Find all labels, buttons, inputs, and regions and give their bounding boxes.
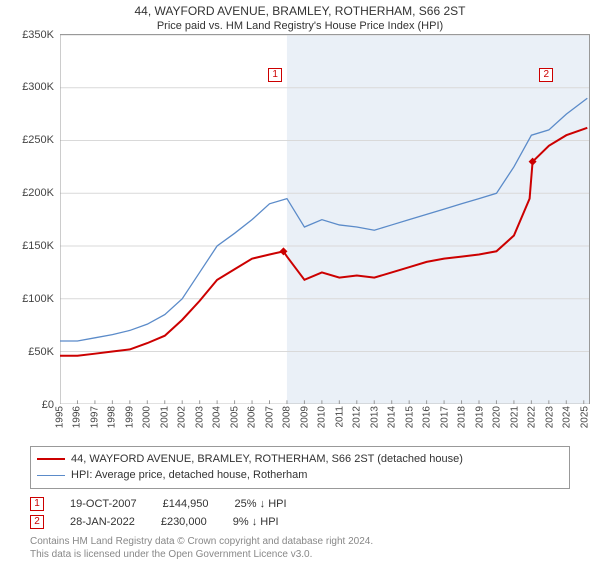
legend-label-hpi: HPI: Average price, detached house, Roth…: [71, 467, 307, 484]
x-tick-label: 2023: [544, 406, 555, 428]
x-tick-label: 2004: [212, 406, 223, 428]
x-tick-label: 2011: [334, 406, 345, 428]
x-tick-label: 2019: [474, 406, 485, 428]
y-tick-label: £0: [42, 399, 54, 411]
y-tick-label: £50K: [28, 346, 54, 358]
marker-badge-1: 1: [30, 497, 44, 511]
footer: Contains HM Land Registry data © Crown c…: [30, 535, 570, 561]
x-tick-label: 2001: [159, 406, 170, 428]
x-tick-label: 2010: [317, 406, 328, 428]
legend-item-property: 44, WAYFORD AVENUE, BRAMLEY, ROTHERHAM, …: [37, 451, 563, 468]
legend-item-hpi: HPI: Average price, detached house, Roth…: [37, 467, 563, 484]
legend: 44, WAYFORD AVENUE, BRAMLEY, ROTHERHAM, …: [30, 446, 570, 489]
x-tick-label: 1999: [124, 406, 135, 428]
x-tick-label: 2012: [352, 406, 363, 428]
x-tick-label: 1995: [55, 406, 66, 428]
x-tick-label: 1997: [89, 406, 100, 428]
down-arrow-icon: ↓: [252, 516, 258, 528]
x-tick-label: 2003: [194, 406, 205, 428]
marker-badge-2: 2: [30, 515, 44, 529]
legend-swatch-property: [37, 458, 65, 460]
y-tick-label: £200K: [22, 187, 54, 199]
chart-annotation-badge: 1: [268, 68, 282, 82]
x-tick-label: 2006: [247, 406, 258, 428]
marker-delta-2: 9% ↓ HPI: [233, 516, 279, 528]
x-tick-label: 2007: [264, 406, 275, 428]
chart-svg: [60, 35, 589, 404]
x-tick-label: 2008: [282, 406, 293, 428]
x-tick-label: 1996: [72, 406, 83, 428]
chart-annotation-badge: 2: [539, 68, 553, 82]
x-tick-label: 2016: [422, 406, 433, 428]
x-tick-label: 2005: [229, 406, 240, 428]
marker-price-2: £230,000: [161, 516, 207, 528]
x-tick-label: 2002: [177, 406, 188, 428]
down-arrow-icon: ↓: [260, 498, 266, 510]
x-tick-label: 2000: [142, 406, 153, 428]
legend-swatch-hpi: [37, 475, 65, 476]
x-tick-label: 2009: [299, 406, 310, 428]
x-axis-labels: 1995199619971998199920002001200220032004…: [60, 404, 590, 444]
marker-row-2: 2 28-JAN-2022 £230,000 9% ↓ HPI: [30, 513, 570, 531]
footer-line-2: This data is licensed under the Open Gov…: [30, 548, 570, 561]
x-tick-label: 2025: [579, 406, 590, 428]
x-tick-label: 2015: [404, 406, 415, 428]
y-tick-label: £150K: [22, 240, 54, 252]
marker-table: 1 19-OCT-2007 £144,950 25% ↓ HPI 2 28-JA…: [30, 495, 570, 531]
y-tick-label: £250K: [22, 134, 54, 146]
x-tick-label: 2022: [527, 406, 538, 428]
page-subtitle: Price paid vs. HM Land Registry's House …: [0, 20, 600, 34]
x-tick-label: 2017: [439, 406, 450, 428]
marker-delta-1: 25% ↓ HPI: [235, 498, 287, 510]
chart-plot-area: £0£50K£100K£150K£200K£250K£300K£350K12: [60, 34, 590, 404]
y-tick-label: £100K: [22, 293, 54, 305]
x-tick-label: 1998: [107, 406, 118, 428]
footer-line-1: Contains HM Land Registry data © Crown c…: [30, 535, 570, 548]
marker-price-1: £144,950: [163, 498, 209, 510]
x-tick-label: 2021: [509, 406, 520, 428]
x-tick-label: 2024: [562, 406, 573, 428]
y-tick-label: £350K: [22, 29, 54, 41]
page-title: 44, WAYFORD AVENUE, BRAMLEY, ROTHERHAM, …: [0, 0, 600, 20]
marker-date-2: 28-JAN-2022: [70, 516, 135, 528]
marker-date-1: 19-OCT-2007: [70, 498, 137, 510]
x-tick-label: 2020: [492, 406, 503, 428]
x-tick-label: 2014: [387, 406, 398, 428]
chart-container: 44, WAYFORD AVENUE, BRAMLEY, ROTHERHAM, …: [0, 0, 600, 560]
marker-row-1: 1 19-OCT-2007 £144,950 25% ↓ HPI: [30, 495, 570, 513]
y-tick-label: £300K: [22, 81, 54, 93]
legend-label-property: 44, WAYFORD AVENUE, BRAMLEY, ROTHERHAM, …: [71, 451, 463, 468]
x-tick-label: 2013: [369, 406, 380, 428]
x-tick-label: 2018: [457, 406, 468, 428]
